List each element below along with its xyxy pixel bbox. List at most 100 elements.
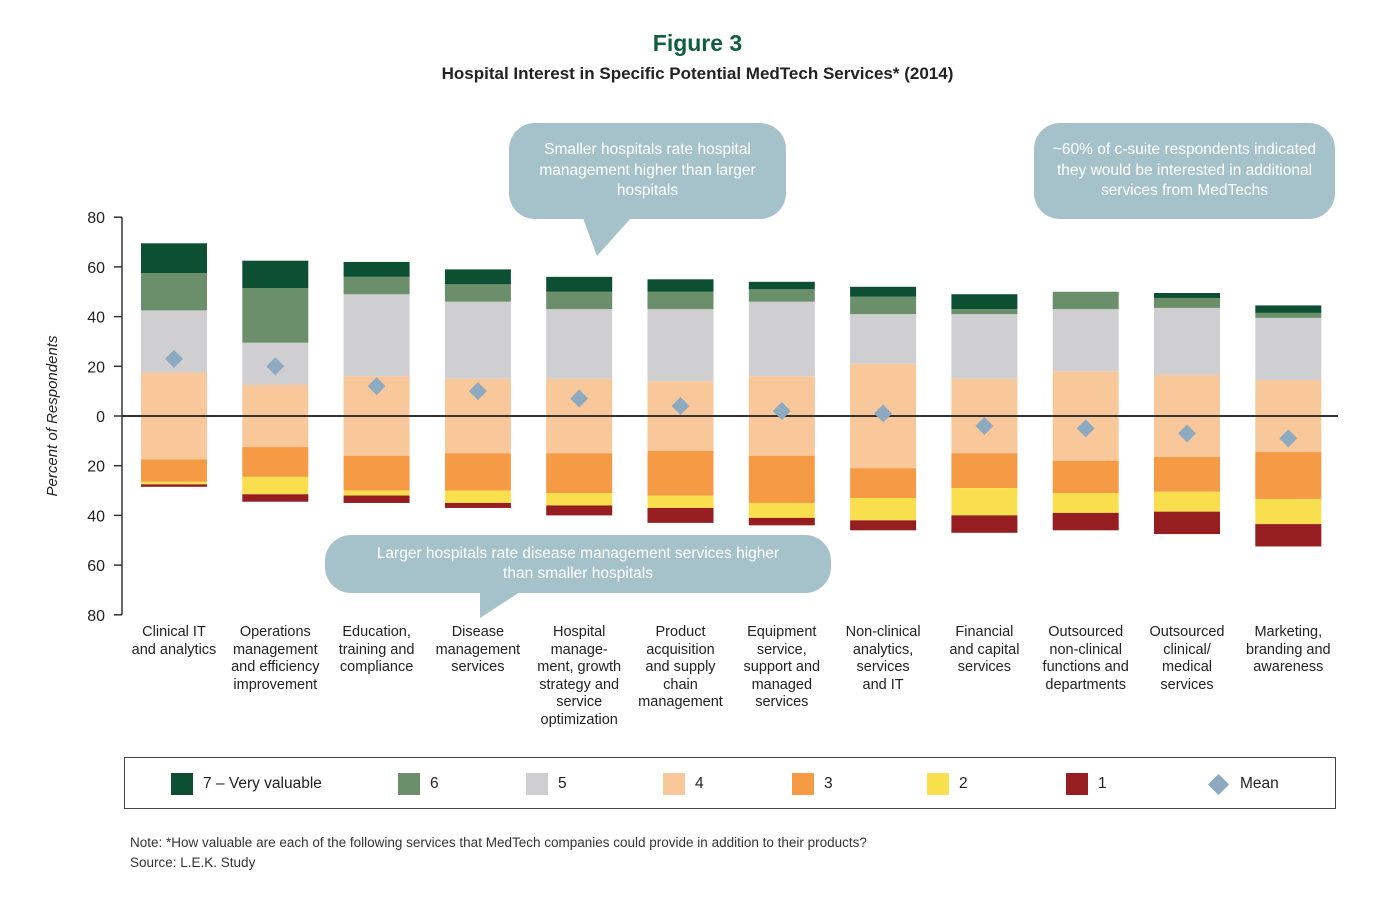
legend-item-mean: Mean <box>1207 758 1279 810</box>
bar-segment-6-up-6 <box>748 289 815 302</box>
category-label-4: Hospital manage-ment, growth strategy and s… <box>527 624 631 729</box>
category-label-line: services <box>856 659 910 675</box>
legend-item-4: 4 <box>663 758 704 810</box>
bar-segment-3-down-0 <box>141 459 207 482</box>
legend-label-5: 5 <box>558 775 567 792</box>
category-label-line: service <box>556 694 603 710</box>
bar-segment-6-up-11 <box>1255 312 1322 318</box>
bar-segment-3-down-11 <box>1255 452 1322 500</box>
bar-segment-3-down-3 <box>444 453 511 491</box>
category-label-line: Non-clinical <box>845 624 921 640</box>
legend-swatch-7 <box>171 773 193 795</box>
category-label-9: Outsourced non-clinical functions and depar… <box>1034 624 1138 694</box>
bar-segment-6-up-2 <box>343 276 410 295</box>
bar-segment-1-down-9 <box>1052 512 1119 531</box>
category-label-line: departments <box>1045 676 1126 693</box>
bar-segment-3-down-1 <box>242 447 309 477</box>
category-label-line: Product <box>655 624 706 640</box>
mean-marker-8 <box>975 416 994 435</box>
bar-segment-6-up-4 <box>546 291 613 310</box>
category-label-line: and IT <box>862 676 904 693</box>
category-label-6: Equipment service, support and managed servi… <box>730 624 834 712</box>
category-label-line: service, <box>756 641 807 658</box>
legend-swatch-2 <box>927 773 949 795</box>
callout-disease-management-text: Larger hospitals rate disease management… <box>376 544 780 583</box>
category-label-line: and capital <box>949 641 1020 658</box>
legend-label-6: 6 <box>430 775 439 792</box>
callout-c-suite-text: ~60% of c-suite respondents indicated th… <box>1052 141 1317 200</box>
category-label-5: Product acquisition and supply chain managem… <box>629 624 733 712</box>
category-label-0: Clinical IT and analytics <box>122 624 226 659</box>
bar-segment-4-up-1 <box>242 384 309 416</box>
bar-segment-5-up-5 <box>647 309 714 382</box>
y-tick-label-5: 20 <box>87 459 105 476</box>
mean-marker-0 <box>165 349 183 368</box>
category-label-line: and supply <box>645 659 716 675</box>
callout-disease-management: Larger hospitals rate disease management… <box>325 535 831 593</box>
bar-segment-6-up-3 <box>444 284 511 302</box>
legend-swatch-3 <box>792 773 814 795</box>
bar-segment-7-up-8 <box>951 294 1018 310</box>
bar-segment-1-down-2 <box>343 495 410 503</box>
bar-segment-4-down-6 <box>748 416 815 456</box>
category-label-line: analytics, <box>852 641 914 658</box>
mean-marker-9 <box>1076 419 1095 438</box>
bar-segment-3-down-2 <box>343 455 410 491</box>
category-label-line: Disease <box>451 624 505 640</box>
category-label-line: management <box>638 694 723 710</box>
category-label-line: Financial <box>955 624 1014 640</box>
category-label-line: manage- <box>550 641 608 658</box>
category-label-line: management <box>435 641 521 658</box>
bar-segment-1-down-1 <box>242 494 309 502</box>
y-tick-label-0: 80 <box>87 210 105 227</box>
bar-segment-7-up-11 <box>1255 305 1322 313</box>
bar-segment-6-up-10 <box>1154 297 1220 308</box>
bar-segment-4-up-9 <box>1052 371 1119 416</box>
y-tick-label-2: 40 <box>87 310 105 327</box>
y-tick-label-6: 40 <box>87 508 105 525</box>
category-label-line: ment, growth <box>537 659 622 675</box>
bar-segment-1-down-8 <box>951 515 1018 533</box>
bar-segment-7-up-5 <box>647 279 714 292</box>
category-label-line: managed <box>751 676 813 693</box>
figure-subtitle: Hospital Interest in Specific Potential … <box>441 64 954 83</box>
bar-segment-3-down-6 <box>748 455 815 503</box>
legend-item-2: 2 <box>927 758 968 810</box>
bar-segment-7-up-7 <box>850 286 917 297</box>
bar-segment-7-up-2 <box>343 261 410 277</box>
mean-marker-2 <box>367 377 386 396</box>
legend-label-2: 2 <box>959 775 968 792</box>
bar-segment-6-up-0 <box>141 273 207 311</box>
callout-hospital-management: Smaller hospitals rate hospital manageme… <box>509 123 786 219</box>
bar-segment-3-down-10 <box>1154 457 1220 492</box>
bar-segment-5-up-7 <box>850 314 917 364</box>
legend-label-3: 3 <box>824 775 833 792</box>
mean-marker-3 <box>468 382 487 401</box>
bar-segment-3-down-5 <box>647 450 714 496</box>
category-label-line: Marketing, <box>1254 624 1323 640</box>
category-label-line: training and <box>338 641 415 658</box>
category-label-line: compliance <box>339 659 414 675</box>
category-label-line: improvement <box>233 676 318 693</box>
category-label-line: services <box>957 659 1011 675</box>
legend-label-1: 1 <box>1098 775 1107 792</box>
mean-marker-6 <box>772 402 791 421</box>
bar-segment-2-down-9 <box>1052 493 1119 513</box>
bar-segment-4-down-4 <box>546 416 613 454</box>
category-label-1: Operations management and efficiency improv… <box>223 624 327 694</box>
category-label-10: Outsourced clinical/medical services <box>1135 624 1239 694</box>
bar-segment-2-down-5 <box>647 495 714 508</box>
bar-segment-7-up-3 <box>444 269 511 285</box>
category-label-line: management <box>232 641 318 658</box>
legend-swatch-6 <box>398 773 420 795</box>
bar-segment-5-up-10 <box>1154 307 1220 375</box>
category-label-line: services <box>755 694 809 710</box>
bar-segment-5-up-8 <box>951 314 1018 379</box>
category-label-line: clinical/ <box>1163 641 1211 658</box>
category-label-line: branding and <box>1245 641 1331 658</box>
bar-segment-1-down-6 <box>748 517 815 526</box>
bar-segment-2-down-4 <box>546 493 613 506</box>
legend-label-4: 4 <box>695 775 704 792</box>
bar-segment-6-up-7 <box>850 296 917 315</box>
y-tick-label-3: 20 <box>87 359 105 376</box>
